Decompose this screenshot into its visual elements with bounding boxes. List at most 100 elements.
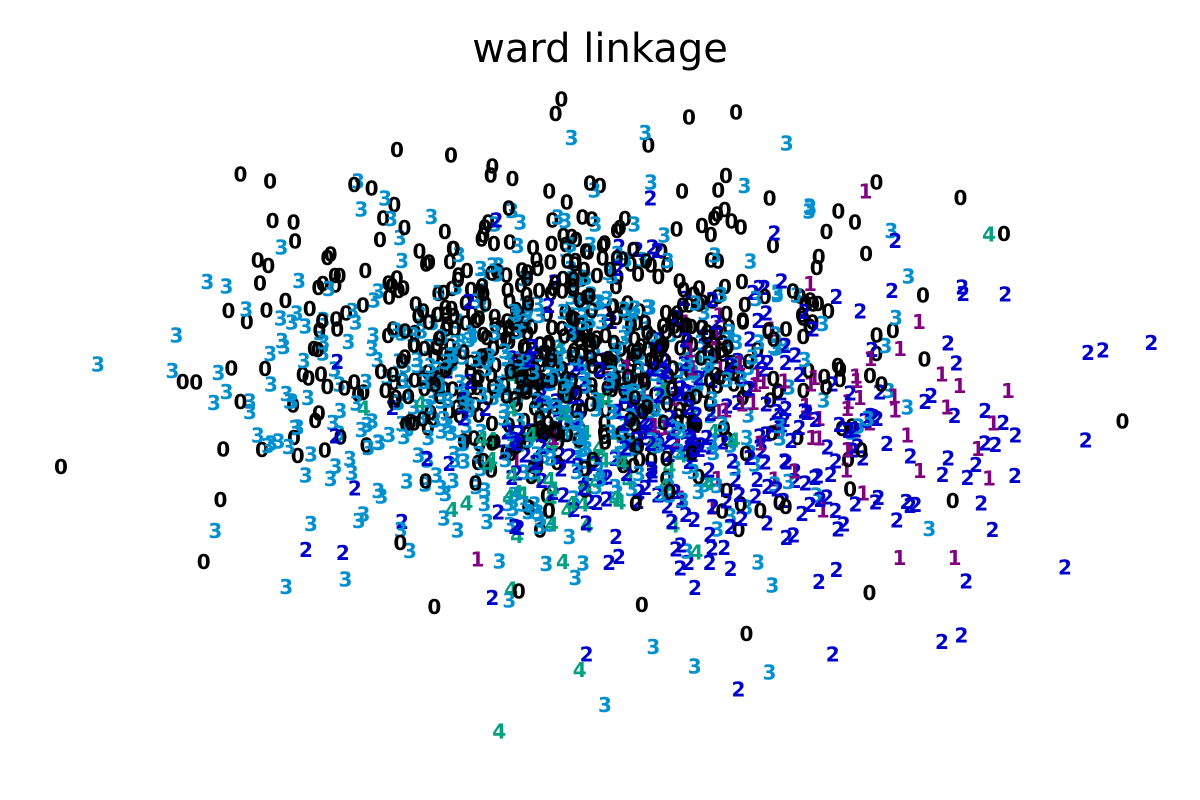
point-cluster-0: 0 (688, 412, 702, 436)
point-cluster-3: 3 (608, 475, 622, 499)
point-cluster-0: 0 (481, 211, 495, 235)
point-cluster-0: 0 (645, 436, 659, 460)
point-cluster-3: 3 (622, 429, 636, 453)
point-cluster-1: 1 (679, 388, 693, 412)
point-cluster-3: 3 (539, 552, 553, 576)
point-cluster-3: 3 (845, 421, 859, 445)
point-cluster-0: 0 (251, 248, 265, 272)
point-cluster-3: 3 (688, 370, 702, 394)
point-cluster-0: 0 (711, 249, 725, 273)
point-cluster-2: 2 (830, 558, 844, 582)
point-cluster-1: 1 (849, 365, 863, 389)
point-cluster-3: 3 (708, 243, 722, 267)
point-cluster-0: 0 (722, 315, 736, 339)
point-cluster-0: 0 (263, 170, 277, 194)
point-cluster-0: 0 (763, 389, 777, 413)
point-cluster-0: 0 (819, 220, 833, 244)
point-cluster-3: 3 (511, 234, 525, 258)
point-cluster-0: 0 (430, 333, 444, 357)
point-cluster-0: 0 (531, 388, 545, 412)
point-cluster-0: 0 (287, 426, 301, 450)
point-cluster-2: 2 (770, 477, 784, 501)
point-cluster-2: 2 (299, 538, 313, 562)
point-cluster-0: 0 (534, 354, 548, 378)
point-cluster-3: 3 (697, 357, 711, 381)
point-cluster-3: 3 (396, 370, 410, 394)
point-cluster-3: 3 (688, 654, 702, 678)
point-cluster-1: 1 (470, 547, 484, 571)
point-cluster-3: 3 (609, 400, 623, 424)
point-cluster-3: 3 (687, 460, 701, 484)
point-cluster-2: 2 (888, 229, 902, 253)
point-cluster-2: 2 (936, 463, 950, 487)
point-cluster-1: 1 (812, 407, 826, 431)
point-cluster-3: 3 (365, 337, 379, 361)
point-cluster-0: 0 (456, 387, 470, 411)
point-cluster-1: 1 (746, 391, 760, 415)
point-cluster-0: 0 (859, 242, 873, 266)
point-cluster-0: 0 (735, 270, 749, 294)
point-cluster-2: 2 (799, 472, 813, 496)
point-cluster-1: 1 (678, 310, 692, 334)
point-cluster-2: 2 (733, 483, 747, 507)
point-cluster-2: 2 (775, 270, 789, 294)
point-cluster-0: 0 (672, 372, 686, 396)
point-cluster-0: 0 (222, 299, 236, 323)
point-cluster-0: 0 (438, 296, 452, 320)
point-cluster-3: 3 (452, 243, 466, 267)
point-cluster-1: 1 (705, 495, 719, 519)
point-cluster-3: 3 (882, 379, 896, 403)
point-cluster-3: 3 (603, 370, 617, 394)
point-cluster-0: 0 (494, 330, 508, 354)
point-cluster-3: 3 (686, 361, 700, 385)
point-cluster-0: 0 (543, 333, 557, 357)
point-cluster-2: 2 (711, 321, 725, 345)
point-cluster-3: 3 (299, 464, 313, 488)
point-cluster-3: 3 (474, 420, 488, 444)
point-cluster-0: 0 (320, 375, 334, 399)
point-cluster-0: 0 (427, 595, 441, 619)
point-cluster-0: 0 (718, 198, 732, 222)
point-cluster-2: 2 (880, 432, 894, 456)
point-cluster-0: 0 (592, 360, 606, 384)
point-cluster-2: 2 (784, 429, 798, 453)
point-cluster-3: 3 (243, 390, 257, 414)
point-cluster-0: 0 (465, 302, 479, 326)
point-cluster-2: 2 (885, 279, 899, 303)
point-cluster-4: 4 (597, 449, 611, 473)
point-cluster-0: 0 (624, 366, 638, 390)
point-cluster-0: 0 (393, 531, 407, 555)
point-cluster-4: 4 (613, 490, 627, 514)
point-cluster-3: 3 (572, 351, 586, 375)
point-cluster-3: 3 (679, 343, 693, 367)
point-cluster-3: 3 (547, 417, 561, 441)
point-cluster-0: 0 (766, 328, 780, 352)
point-cluster-3: 3 (513, 311, 527, 335)
point-cluster-0: 0 (670, 302, 684, 326)
point-cluster-2: 2 (682, 429, 696, 453)
point-cluster-3: 3 (277, 335, 291, 359)
point-cluster-0: 0 (598, 431, 612, 455)
point-cluster-0: 0 (446, 237, 460, 261)
point-cluster-2: 2 (580, 462, 594, 486)
point-cluster-1: 1 (514, 349, 528, 373)
point-cluster-0: 0 (569, 399, 583, 423)
point-cluster-0: 0 (324, 243, 338, 267)
point-cluster-2: 2 (478, 397, 492, 421)
point-cluster-2: 2 (959, 570, 973, 594)
point-cluster-2: 2 (829, 285, 843, 309)
point-cluster-0: 0 (671, 308, 685, 332)
point-cluster-2: 2 (768, 413, 782, 437)
point-cluster-3: 3 (579, 449, 593, 473)
point-cluster-4: 4 (622, 409, 636, 433)
point-cluster-0: 0 (711, 285, 725, 309)
point-cluster-0: 0 (291, 444, 305, 468)
point-cluster-0: 0 (397, 216, 411, 240)
point-cluster-3: 3 (371, 479, 385, 503)
point-cluster-3: 3 (345, 461, 359, 485)
point-cluster-3: 3 (417, 370, 431, 394)
point-cluster-2: 2 (731, 349, 745, 373)
point-cluster-0: 0 (580, 317, 594, 341)
point-cluster-0: 0 (696, 291, 710, 315)
point-cluster-2: 2 (847, 418, 861, 442)
